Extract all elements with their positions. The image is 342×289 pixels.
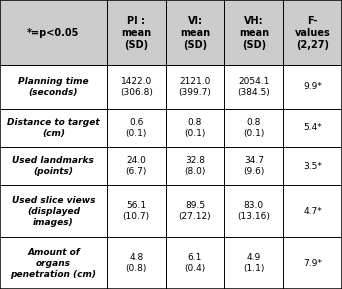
Text: Amount of
organs
penetration (cm): Amount of organs penetration (cm) [11,247,96,279]
Bar [224,0,283,65]
Text: Planning time
(seconds): Planning time (seconds) [18,77,89,97]
Text: 83.0
(13.16): 83.0 (13.16) [237,201,270,221]
Text: 7.9*: 7.9* [303,259,322,268]
Text: 56.1
(10.7): 56.1 (10.7) [123,201,150,221]
Text: 6.1
(0.4): 6.1 (0.4) [184,253,206,273]
Bar [107,0,166,65]
Bar [283,0,342,65]
Text: 0.8
(0.1): 0.8 (0.1) [243,118,264,138]
Text: PI :
mean
(SD): PI : mean (SD) [121,16,151,50]
Text: 0.6
(0.1): 0.6 (0.1) [126,118,147,138]
Text: 0.8
(0.1): 0.8 (0.1) [184,118,206,138]
Text: 5.4*: 5.4* [303,123,322,132]
Text: 89.5
(27.12): 89.5 (27.12) [179,201,211,221]
Text: 4.8
(0.8): 4.8 (0.8) [126,253,147,273]
Text: *=p<0.05: *=p<0.05 [27,27,80,38]
Text: VI:
mean
(SD): VI: mean (SD) [180,16,210,50]
Text: Used landmarks
(points): Used landmarks (points) [13,156,94,176]
Text: 34.7
(9.6): 34.7 (9.6) [243,156,264,176]
Text: Distance to target
(cm): Distance to target (cm) [7,118,100,138]
Text: 2121.0
(399.7): 2121.0 (399.7) [179,77,211,97]
Bar [166,0,224,65]
Text: F-
values
(2,27): F- values (2,27) [295,16,330,50]
Text: 9.9*: 9.9* [303,82,322,91]
Text: 3.5*: 3.5* [303,162,322,171]
Text: 24.0
(6.7): 24.0 (6.7) [126,156,147,176]
Text: 4.9
(1.1): 4.9 (1.1) [243,253,264,273]
Text: Used slice views
(displayed
images): Used slice views (displayed images) [12,196,95,227]
Text: 4.7*: 4.7* [303,207,322,216]
Text: 2054.1
(384.5): 2054.1 (384.5) [237,77,270,97]
Text: 1422.0
(306.8): 1422.0 (306.8) [120,77,153,97]
Text: VH:
mean
(SD): VH: mean (SD) [239,16,269,50]
Text: 32.8
(8.0): 32.8 (8.0) [184,156,206,176]
Bar [0,0,107,65]
